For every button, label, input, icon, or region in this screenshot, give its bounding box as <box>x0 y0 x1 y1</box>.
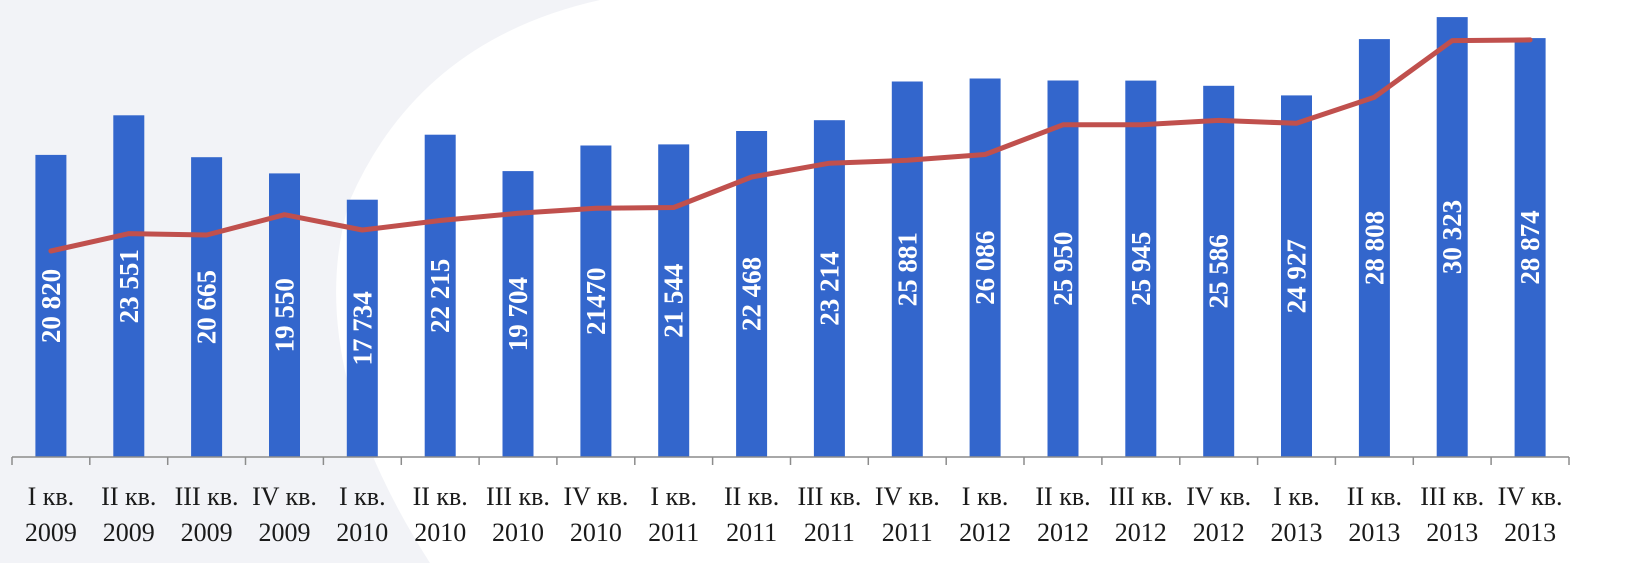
x-tick-label-quarter-7: IV кв. <box>563 482 628 511</box>
bars <box>35 17 1546 458</box>
x-tick-label-quarter-3: IV кв. <box>252 482 317 511</box>
bar-value-label-13: 25 950 <box>1048 232 1078 306</box>
x-tick-label-quarter-0: I кв. <box>28 482 75 511</box>
x-tick-label-year-19: 2013 <box>1504 518 1556 547</box>
x-tick-label-quarter-13: II кв. <box>1035 482 1090 511</box>
bar-7 <box>580 145 612 457</box>
x-tick-label-quarter-1: II кв. <box>101 482 156 511</box>
x-tick-label-year-12: 2012 <box>959 518 1011 547</box>
bar-3 <box>269 173 300 457</box>
x-tick-label-quarter-5: II кв. <box>413 482 468 511</box>
bar-value-label-4: 17 734 <box>347 291 377 365</box>
bar-9 <box>736 131 768 457</box>
trend-line-path <box>48 37 1533 254</box>
x-tick-label-quarter-10: III кв. <box>797 482 861 511</box>
x-tick-label-year-17: 2013 <box>1348 518 1400 547</box>
bar-value-label-17: 28 808 <box>1359 211 1389 285</box>
x-tick-label-year-0: 2009 <box>25 518 77 547</box>
x-tick-label-quarter-9: II кв. <box>724 482 779 511</box>
x-tick-label-year-6: 2010 <box>492 518 544 547</box>
x-tick-label-year-2: 2009 <box>181 518 233 547</box>
bar-value-label-3: 19 550 <box>270 278 300 352</box>
x-tick-label-quarter-17: II кв. <box>1347 482 1402 511</box>
bar-value-label-7: 21470 <box>581 268 611 336</box>
bar-value-label-15: 25 586 <box>1204 234 1234 308</box>
bar-18 <box>1436 17 1468 457</box>
bar-1 <box>113 115 145 458</box>
x-tick-label-year-14: 2012 <box>1115 518 1167 547</box>
bar-value-label-10: 23 214 <box>814 251 844 325</box>
bar-6 <box>502 171 534 457</box>
x-tick-label-quarter-18: III кв. <box>1420 482 1484 511</box>
x-tick-label-year-13: 2012 <box>1037 518 1089 547</box>
x-tick-labels: I кв. 2009 II кв. 2009 III кв. 2009 IV кв. 2009… <box>25 482 1563 547</box>
x-tick-label-year-16: 2013 <box>1271 518 1323 547</box>
bar-5 <box>424 134 456 457</box>
x-tick-label-year-7: 2010 <box>570 518 622 547</box>
x-tick-label-quarter-2: III кв. <box>175 482 239 511</box>
x-tick-label-quarter-12: I кв. <box>962 482 1009 511</box>
bar-value-label-8: 21 544 <box>659 264 689 338</box>
x-tick-label-year-18: 2013 <box>1426 518 1478 547</box>
x-tick-label-quarter-15: IV кв. <box>1186 482 1251 511</box>
x-tick-label-quarter-11: IV кв. <box>875 482 940 511</box>
bar-19 <box>1514 38 1546 457</box>
bar-11 <box>891 81 923 457</box>
x-tick-label-year-8: 2011 <box>648 518 699 547</box>
bar-15 <box>1203 85 1235 458</box>
bar-value-label-12: 26 086 <box>970 231 1000 305</box>
bar-value-label-19: 28 874 <box>1515 210 1545 284</box>
bar-8 <box>658 144 690 457</box>
x-tick-label-year-15: 2012 <box>1193 518 1245 547</box>
x-tick-label-year-1: 2009 <box>103 518 155 547</box>
bar-13 <box>1047 80 1079 457</box>
bar-value-label-11: 25 881 <box>892 232 922 306</box>
bar-10 <box>813 120 845 457</box>
bar-value-label-16: 24 927 <box>1282 239 1312 313</box>
bar-value-label-18: 30 323 <box>1437 200 1467 274</box>
x-tick-label-year-3: 2009 <box>259 518 311 547</box>
bar-2 <box>191 157 223 457</box>
x-tick-label-quarter-14: III кв. <box>1109 482 1173 511</box>
bar-17 <box>1358 39 1390 457</box>
bar-value-label-5: 22 215 <box>425 259 455 333</box>
x-tick-label-quarter-6: III кв. <box>486 482 550 511</box>
x-tick-label-year-10: 2011 <box>804 518 855 547</box>
bar-value-label-0: 20 820 <box>36 269 66 343</box>
x-tick-label-quarter-16: I кв. <box>1273 482 1320 511</box>
x-tick-label-year-11: 2011 <box>882 518 933 547</box>
x-tick-label-quarter-4: I кв. <box>339 482 386 511</box>
bar-value-label-1: 23 551 <box>114 249 144 323</box>
bar-value-label-6: 19 704 <box>503 277 533 351</box>
x-axis <box>11 456 1570 465</box>
bar-16 <box>1281 95 1312 458</box>
x-tick-label-quarter-8: I кв. <box>650 482 697 511</box>
x-tick-label-year-4: 2010 <box>336 518 388 547</box>
bar-12 <box>969 78 1001 457</box>
x-tick-label-year-9: 2011 <box>726 518 777 547</box>
bar-0 <box>35 154 67 457</box>
bar-4 <box>346 199 378 457</box>
bar-data-labels: 20 820 23 551 20 665 19 550 17 734 22 215 19 7… <box>36 200 1545 366</box>
bar-value-label-14: 25 945 <box>1126 232 1156 306</box>
x-tick-label-quarter-19: IV кв. <box>1498 482 1563 511</box>
x-tick-label-year-5: 2010 <box>414 518 466 547</box>
bar-14 <box>1125 80 1157 457</box>
trend-line <box>48 37 1533 254</box>
bar-value-label-9: 22 468 <box>737 257 767 331</box>
bar-value-label-2: 20 665 <box>192 270 222 344</box>
